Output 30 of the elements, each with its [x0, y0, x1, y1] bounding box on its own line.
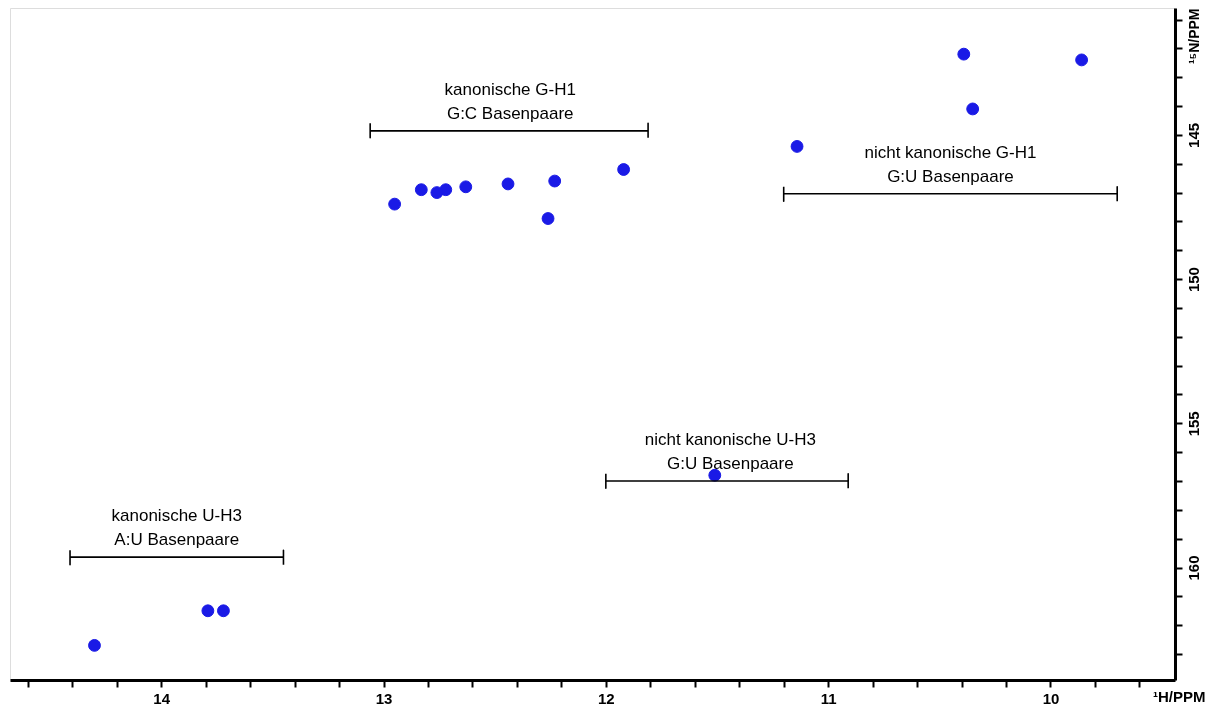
y-tick-label: 145 — [1184, 122, 1202, 148]
x-tick-label: 13 — [375, 689, 393, 707]
y-tick-label: 150 — [1184, 267, 1202, 293]
x-tick-label: 11 — [820, 689, 837, 707]
point — [501, 177, 515, 191]
x-tick-label: 10 — [1042, 689, 1060, 707]
point — [1075, 53, 1089, 67]
point — [414, 183, 428, 197]
point — [88, 638, 101, 652]
y-tick-label: 160 — [1184, 555, 1202, 581]
point — [541, 212, 555, 225]
annotation: nicht kanonische G-H1 G:U Basenpaare — [864, 142, 1037, 186]
x-axis-title: ¹H/PPM — [1153, 687, 1206, 705]
annotation: nicht kanonische U-H3 G:U Basenpaare — [644, 430, 816, 473]
annotation: kanonische G-H1 G:C Basenpaare — [444, 79, 576, 123]
point — [430, 186, 444, 199]
x-tick-label: 12 — [598, 689, 615, 707]
point — [957, 47, 971, 61]
y-tick-label: 155 — [1184, 411, 1202, 437]
y-axis-title: ¹⁵N/PPM — [1185, 8, 1202, 65]
annotation: kanonische U-H3 A:U Basenpaare — [111, 506, 242, 550]
x-tick-label: 14 — [153, 689, 171, 707]
point — [548, 174, 562, 188]
point — [201, 604, 215, 618]
point — [217, 604, 230, 618]
point — [966, 102, 980, 116]
point — [790, 140, 804, 153]
point — [459, 180, 473, 194]
point — [388, 197, 402, 211]
point — [617, 163, 631, 176]
